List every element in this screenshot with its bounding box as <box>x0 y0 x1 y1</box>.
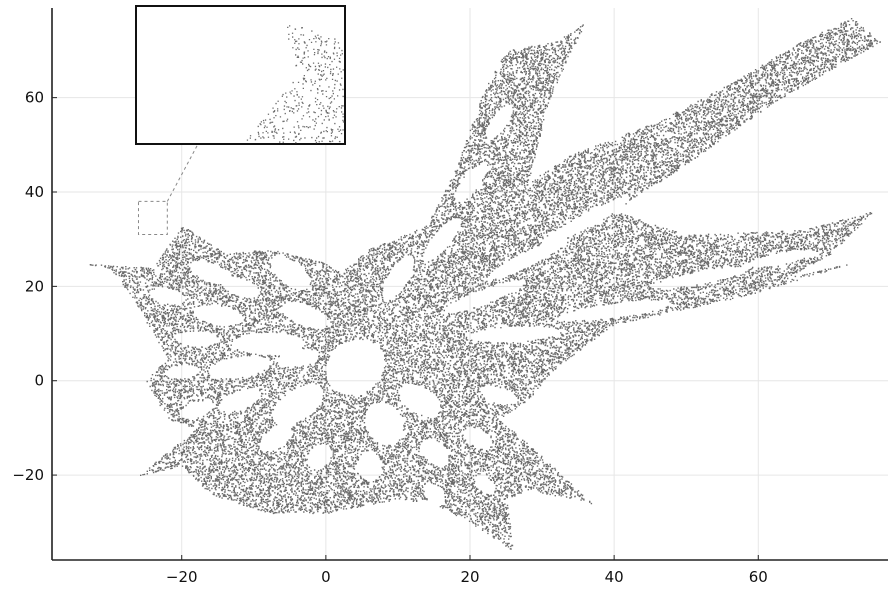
inset-points <box>246 25 345 144</box>
x-tick-label: −20 <box>166 568 198 586</box>
x-tick-label: 40 <box>605 568 624 586</box>
tick-labels: −20 0 20 40 60 −20 0 20 40 60 <box>12 89 767 586</box>
zoom-inset <box>135 5 346 235</box>
inset-connector <box>166 143 199 202</box>
y-tick-label: −20 <box>12 466 44 484</box>
axes <box>51 8 888 561</box>
x-tick-label: 0 <box>321 568 331 586</box>
y-tick-label: 20 <box>25 277 44 295</box>
y-tick-label: 0 <box>34 372 44 390</box>
y-tick-label: 60 <box>25 89 44 107</box>
y-tick-label: 40 <box>25 183 44 201</box>
x-tick-label: 20 <box>460 568 479 586</box>
scatter-points <box>89 18 881 550</box>
x-tick-label: 60 <box>749 568 768 586</box>
inset-source-box <box>137 200 168 235</box>
inset-frame <box>135 5 346 145</box>
scatter-series <box>89 18 881 550</box>
